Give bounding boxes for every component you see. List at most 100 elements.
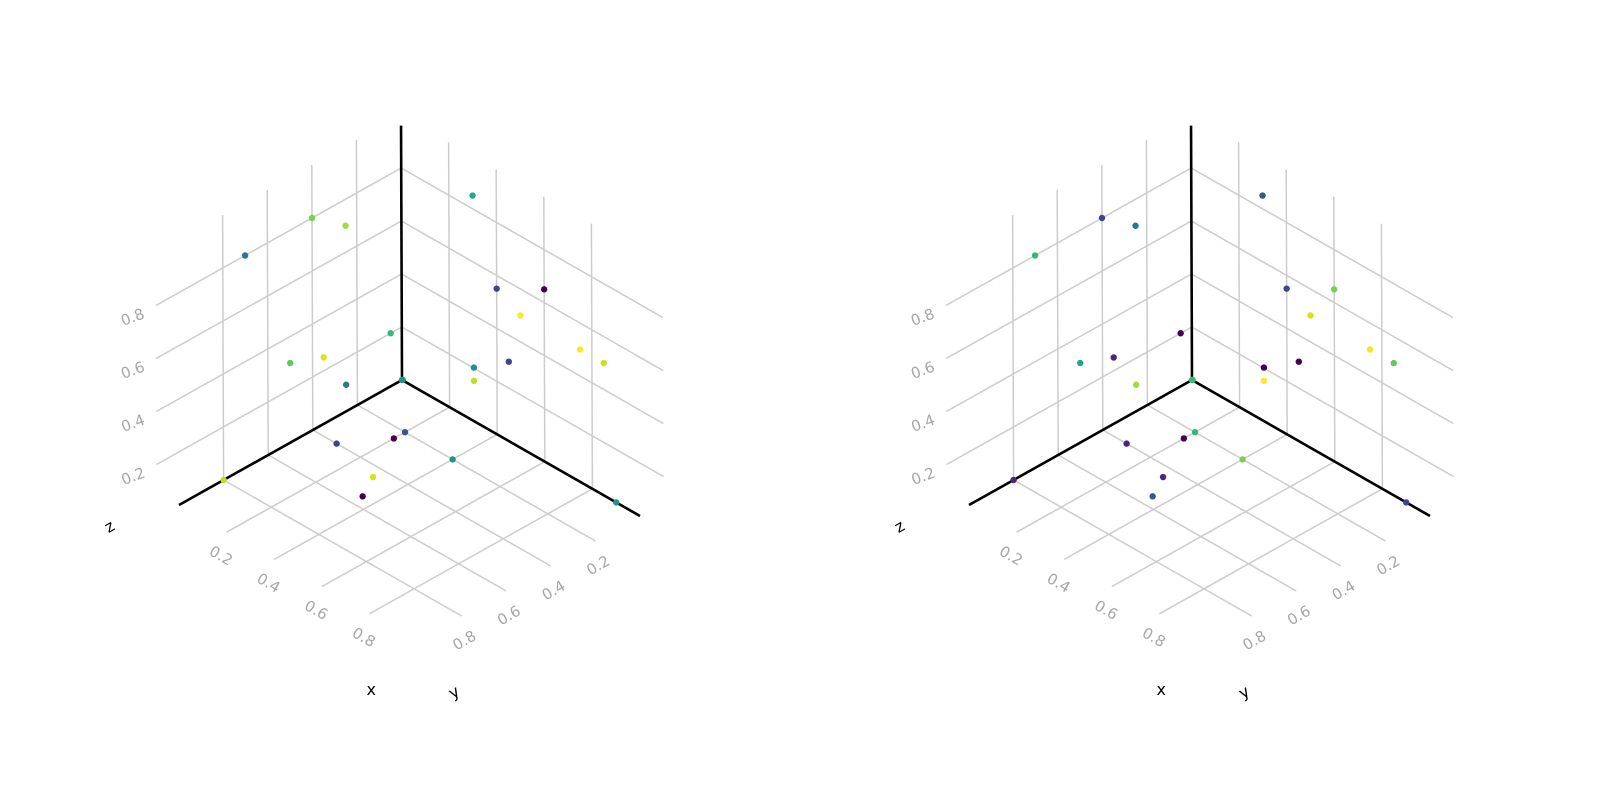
scatter-point	[613, 499, 620, 506]
x-axis-line	[401, 378, 641, 518]
y-tick-label: 0.4	[1329, 577, 1359, 605]
z-tick-label: 0.2	[119, 464, 148, 489]
scatter-point	[333, 440, 340, 447]
floor-grid-line-y	[1102, 429, 1342, 567]
scatter-point	[1180, 435, 1188, 442]
wall-yz-grid-horizontal	[945, 273, 1192, 413]
wall-yz-grid-horizontal	[155, 220, 402, 360]
x-axis-line	[1191, 378, 1431, 518]
wall-xz-grid-vertical	[590, 223, 594, 489]
floor-grid-line-y	[1057, 454, 1297, 592]
tick-labels: 0.2 0.4 0.6 0.8 0.2 0.4 0.6 0.8 0.2 0.4 0.6 0.8	[908, 305, 1403, 654]
scatter-point	[505, 358, 512, 365]
scatter3d-panel-right: 0.2 0.4 0.6 0.8 0.2 0.4 0.6 0.8 0.2 0.4 0.6 0.8 x y z	[891, 125, 1454, 703]
scatter-point	[390, 435, 398, 442]
wall-xz-grid-vertical	[1237, 142, 1241, 408]
floor-grid-line-y	[1147, 404, 1386, 542]
wall-xz-grid-horizontal	[1191, 273, 1454, 425]
floor-grid-line-x	[1063, 433, 1288, 561]
scatter-point	[469, 192, 476, 199]
wall-yz-grid-vertical	[1101, 164, 1104, 431]
wall-xz-grid-horizontal	[401, 220, 664, 372]
wall-xz-grid-vertical	[1380, 223, 1384, 489]
scatter3d-panel-left: 0.2 0.4 0.6 0.8 0.2 0.4 0.6 0.8 0.2 0.4 0.6 0.8 x y z	[101, 125, 664, 703]
y-axis-line	[178, 378, 403, 507]
wall-yz-grid-horizontal	[156, 326, 403, 466]
wall-xz-grid-vertical	[447, 142, 451, 408]
scatter-point	[1149, 493, 1156, 500]
wall-xz-grid-vertical	[1285, 169, 1288, 435]
x-tick-label: 0.8	[349, 624, 379, 652]
axes	[968, 125, 1431, 518]
scatter-point	[320, 354, 327, 361]
floor-grid-line-x	[321, 460, 546, 588]
scatter-point	[1123, 440, 1130, 447]
scatter-point	[1330, 286, 1338, 293]
scatter-point	[1132, 222, 1139, 229]
floor-grid-line-x	[1159, 488, 1383, 615]
y-axis-line	[968, 378, 1193, 507]
grid-lines	[155, 139, 664, 617]
data-points	[1010, 192, 1410, 506]
wall-yz-grid-horizontal	[945, 167, 1192, 307]
z-tick-label: 0.4	[909, 411, 938, 436]
scatter-point	[1307, 312, 1314, 319]
scatter-point	[287, 359, 294, 367]
scatter-point	[1403, 499, 1410, 506]
scatter-point	[1159, 473, 1167, 481]
scatter-point	[1191, 429, 1199, 436]
scatter-point	[493, 285, 500, 292]
wall-xz-grid-horizontal	[401, 326, 664, 478]
wall-xz-grid-vertical	[1333, 196, 1336, 462]
floor-grid-line-y	[267, 454, 507, 592]
z-tick-label: 0.6	[908, 358, 937, 383]
floor-grid-line-x	[1111, 460, 1336, 588]
scatter-point	[1098, 214, 1106, 222]
scatter-point	[1260, 364, 1268, 371]
x-tick-label: 0.4	[254, 569, 284, 597]
x-tick-label: 0.2	[996, 542, 1026, 570]
scatter-point	[1077, 359, 1084, 367]
scatter-point	[1366, 346, 1374, 353]
y-tick-label: 0.8	[450, 627, 480, 655]
wall-yz-grid-vertical	[1056, 189, 1059, 456]
wall-yz-grid-horizontal	[155, 167, 402, 307]
wall-yz-grid-vertical	[266, 189, 269, 456]
x-tick-label: 0.2	[206, 542, 236, 570]
floor-grid-line-x	[273, 433, 498, 561]
wall-xz-grid-vertical	[543, 196, 546, 462]
grid-lines	[945, 139, 1454, 617]
scatter-point	[576, 346, 584, 353]
floor-grid-line-x	[369, 488, 593, 615]
y-tick-label: 0.6	[494, 602, 524, 630]
wall-xz-grid-horizontal	[400, 167, 664, 319]
scatter-point	[540, 286, 548, 293]
scatter-point	[1260, 377, 1268, 385]
floor-grid-line-y	[357, 404, 596, 542]
scatter-point	[359, 493, 366, 500]
wall-yz-grid-vertical	[311, 164, 314, 431]
y-tick-label: 0.8	[1240, 627, 1270, 655]
scatter-point	[401, 429, 409, 436]
data-points	[220, 192, 620, 506]
scatter-point	[1390, 359, 1398, 367]
z-tick-label: 0.8	[118, 305, 147, 330]
tick-labels: 0.2 0.4 0.6 0.8 0.2 0.4 0.6 0.8 0.2 0.4 0.6 0.8	[118, 305, 613, 654]
wall-yz-grid-horizontal	[945, 220, 1192, 360]
scatter-point	[1295, 358, 1303, 365]
scatter-point	[1031, 252, 1039, 259]
scatter-point	[449, 456, 456, 463]
scatter-point	[387, 330, 394, 337]
z-tick-label: 0.2	[909, 464, 938, 489]
z-axis-line	[1189, 125, 1194, 381]
wall-yz-grid-horizontal	[946, 326, 1193, 466]
floor-grid-line-y	[1013, 479, 1252, 617]
wall-xz-grid-vertical	[495, 169, 498, 435]
z-tick-label: 0.6	[118, 358, 147, 383]
z-axis-line	[399, 125, 404, 381]
scatter-point	[1132, 381, 1140, 388]
x-tick-label: 0.4	[1044, 569, 1074, 597]
floor-grid-line-y	[312, 429, 552, 567]
x-tick-label: 0.6	[1091, 596, 1121, 624]
